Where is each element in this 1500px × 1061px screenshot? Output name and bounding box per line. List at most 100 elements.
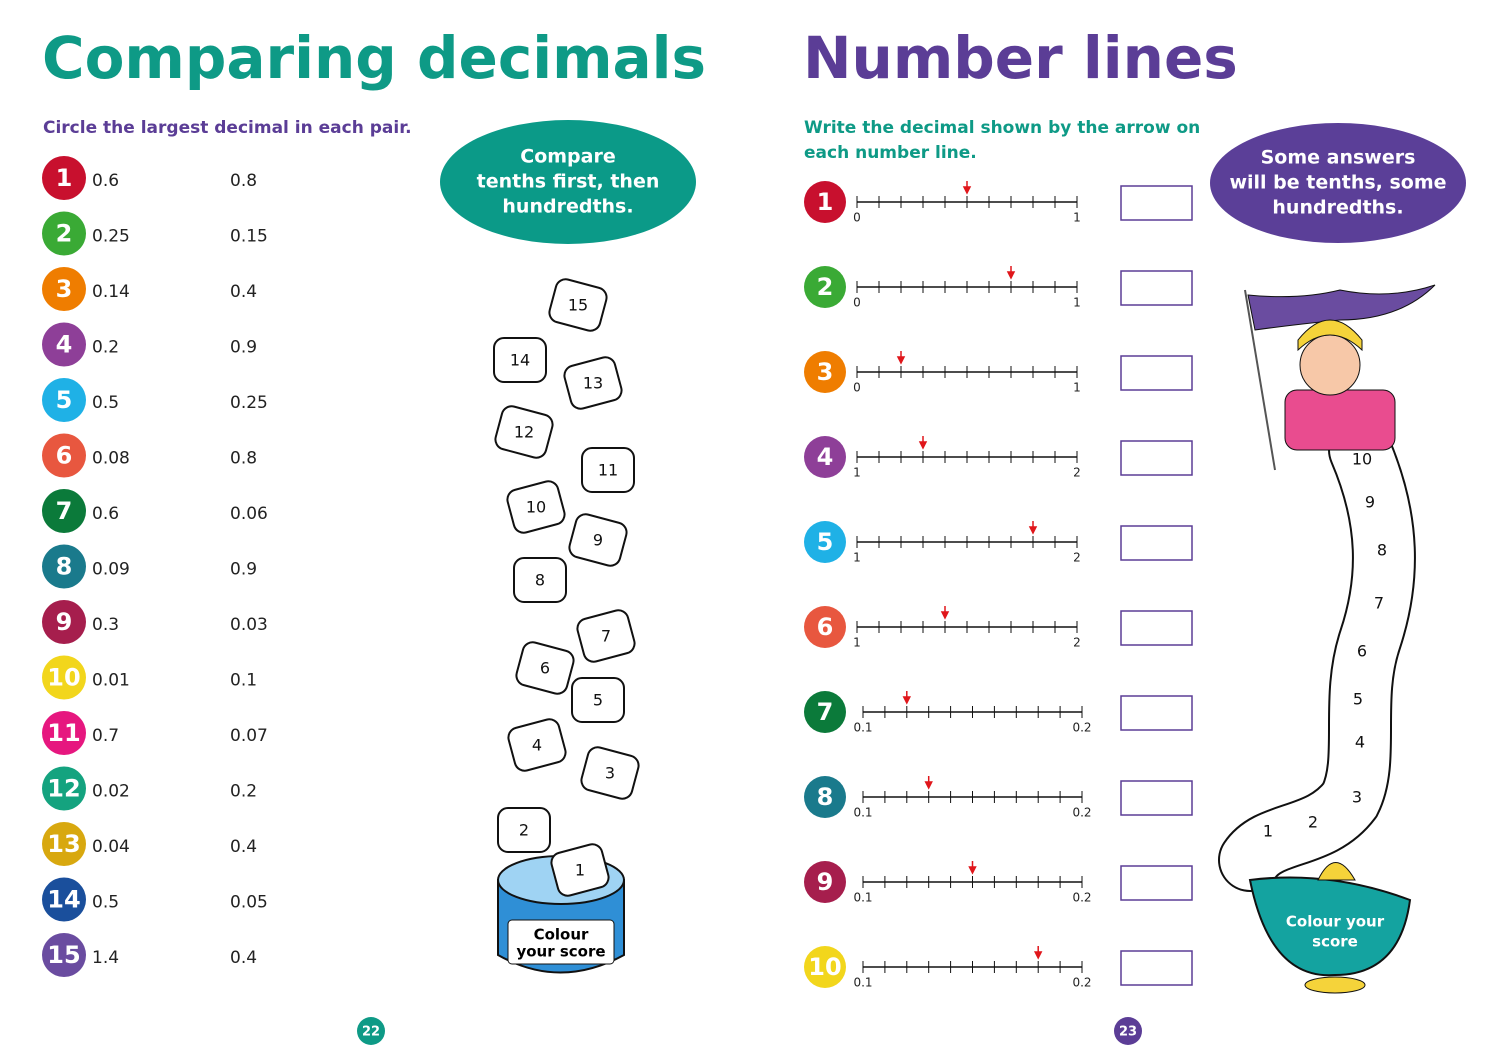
tip-text: tenths first, then — [477, 171, 660, 193]
genie-hair — [1297, 319, 1363, 352]
line-badge — [804, 861, 846, 903]
line-number: 3 — [817, 358, 834, 386]
end-label: 2 — [1073, 636, 1081, 650]
score-brick — [571, 677, 625, 723]
score-brick — [513, 557, 567, 603]
scroll-label: 2 — [1308, 813, 1318, 832]
item-badge — [42, 211, 86, 256]
item-number: 6 — [56, 442, 73, 470]
decimal-b: 0.4 — [230, 282, 257, 302]
scroll-label: 8 — [1377, 541, 1387, 560]
item-badge — [42, 877, 86, 922]
lamp-caption: Colour your — [1286, 913, 1385, 931]
arrow — [918, 436, 928, 450]
scroll-label: 4 — [1355, 733, 1365, 752]
line-number: 7 — [817, 698, 834, 726]
score-label: 13 — [583, 374, 603, 393]
score-caption: your score — [516, 943, 605, 961]
arrow — [896, 351, 906, 365]
answer-box — [1120, 950, 1193, 986]
decimal-a: 0.08 — [92, 449, 130, 469]
score-brick — [563, 356, 623, 410]
tip-text: Some answers — [1261, 147, 1416, 169]
end-label: 0.2 — [1072, 976, 1091, 990]
decimal-a: 0.02 — [92, 782, 130, 802]
score-label: 8 — [535, 571, 545, 590]
decimal-b: 0.9 — [230, 560, 257, 580]
item-number: 4 — [56, 331, 73, 359]
left-instruction: Circle the largest decimal in each pair. — [43, 118, 412, 138]
line-badge — [804, 946, 846, 988]
answer-box — [1120, 185, 1193, 221]
item-number: 1 — [56, 164, 73, 192]
score-label: 6 — [540, 659, 550, 678]
item-number: 10 — [47, 664, 80, 692]
score-label: 4 — [532, 736, 542, 755]
arrow — [902, 691, 912, 705]
decimal-b: 0.8 — [230, 171, 257, 191]
line-badge — [804, 691, 846, 733]
decimal-b: 0.07 — [230, 726, 268, 746]
answer-box — [1120, 780, 1193, 816]
answer-box — [1120, 695, 1193, 731]
page-number: 22 — [362, 1025, 380, 1040]
tip-text: hundredths. — [1272, 197, 1403, 219]
score-brick — [506, 480, 566, 534]
decimal-a: 0.3 — [92, 615, 119, 635]
tip-text: will be tenths, some — [1229, 172, 1446, 194]
line-number: 8 — [817, 783, 834, 811]
item-badge — [42, 933, 86, 977]
item-badge — [42, 544, 86, 589]
score-brick — [507, 718, 567, 772]
item-badge — [42, 322, 86, 367]
tin-label — [507, 919, 615, 965]
line-badge — [804, 266, 846, 308]
item-number: 8 — [56, 553, 73, 581]
score-label: 14 — [510, 351, 530, 370]
tip-bubble — [440, 120, 696, 244]
decimal-b: 0.9 — [230, 338, 257, 358]
end-label: 2 — [1073, 466, 1081, 480]
decimal-b: 0.25 — [230, 393, 268, 413]
decimal-a: 0.5 — [92, 893, 119, 913]
start-label: 0 — [853, 296, 861, 310]
decimal-a: 0.7 — [92, 726, 119, 746]
end-label: 0.2 — [1072, 806, 1091, 820]
item-number: 14 — [47, 886, 80, 914]
decimal-a: 0.09 — [92, 560, 130, 580]
start-label: 0 — [853, 381, 861, 395]
line-number: 2 — [817, 273, 834, 301]
start-label: 0.1 — [853, 806, 872, 820]
item-number: 3 — [56, 275, 73, 303]
end-label: 1 — [1073, 381, 1081, 395]
right-title: Number lines — [803, 24, 1238, 92]
scroll-label: 3 — [1352, 788, 1362, 807]
item-number: 7 — [56, 497, 73, 525]
start-label: 0 — [853, 211, 861, 225]
decimal-a: 0.5 — [92, 393, 119, 413]
item-number: 13 — [47, 830, 80, 858]
score-brick — [576, 609, 636, 663]
decimal-b: 0.4 — [230, 837, 257, 857]
item-badge — [42, 489, 86, 533]
decimal-b: 0.4 — [230, 948, 257, 968]
item-number: 2 — [56, 220, 73, 248]
lamp-lid — [1317, 862, 1356, 881]
line-badge — [804, 436, 846, 478]
score-label: 12 — [514, 423, 534, 442]
decimal-a: 0.04 — [92, 837, 130, 857]
score-brick — [580, 746, 640, 800]
line-number: 9 — [817, 868, 834, 896]
item-badge — [42, 766, 86, 811]
decimal-a: 0.6 — [92, 504, 119, 524]
decimal-b: 0.8 — [230, 449, 257, 469]
scroll — [1220, 420, 1414, 890]
scroll-label: 7 — [1374, 594, 1384, 613]
arrow — [1033, 946, 1043, 960]
left-title: Comparing decimals — [42, 24, 706, 92]
item-number: 15 — [47, 941, 80, 969]
end-label: 1 — [1073, 211, 1081, 225]
item-badge — [42, 156, 86, 200]
item-badge — [42, 433, 86, 478]
